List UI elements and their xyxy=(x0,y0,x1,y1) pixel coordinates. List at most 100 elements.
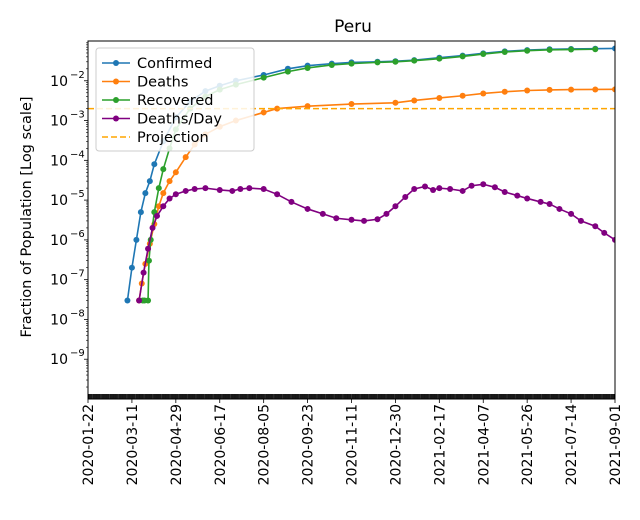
series-deaths-point xyxy=(155,203,162,210)
y-tick-exponent: −6 xyxy=(70,229,85,240)
series-deaths-day-point xyxy=(172,191,179,198)
series-recovered-point xyxy=(284,68,291,75)
series-deaths-day-point xyxy=(229,187,236,194)
series-recovered-point xyxy=(524,47,531,54)
x-tick-label: 2020-04-29 xyxy=(169,404,185,485)
series-deaths-point xyxy=(480,90,487,97)
x-axis-daily-ticks xyxy=(87,394,616,399)
series-recovered-line xyxy=(142,48,596,302)
series-recovered-point xyxy=(145,257,152,264)
series-recovered-point xyxy=(592,46,599,53)
x-tick-label: 2020-06-17 xyxy=(213,404,229,485)
series-deaths-point xyxy=(612,86,615,93)
x-tick-label: 2021-04-07 xyxy=(476,404,492,485)
series-deaths-day-point xyxy=(333,215,340,222)
y-tick-exponent: −5 xyxy=(70,189,85,200)
series-recovered-point xyxy=(304,64,311,71)
x-tick-label: 2021-05-26 xyxy=(520,404,536,485)
series-deaths-day-point xyxy=(260,186,267,193)
series-deaths-day-point xyxy=(274,191,281,198)
y-tick-label: 10 xyxy=(50,153,68,169)
legend-deaths-day-marker xyxy=(113,115,119,122)
y-tick-label: 10 xyxy=(50,233,68,249)
series-deaths-point xyxy=(304,103,311,110)
y-tick-label: 10 xyxy=(50,74,68,90)
series-deaths-day-point xyxy=(468,182,475,189)
series-deaths-point xyxy=(546,86,553,93)
series-deaths-day-point xyxy=(577,217,584,224)
series-deaths-day-point xyxy=(421,183,428,190)
y-tick-exponent: −8 xyxy=(70,308,85,319)
x-tick-label: 2020-03-11 xyxy=(125,404,141,485)
x-tick-label: 2021-02-17 xyxy=(432,404,448,485)
series-deaths-day-point xyxy=(288,198,295,205)
series-deaths-point xyxy=(436,94,443,101)
series-deaths-day-point xyxy=(246,185,253,192)
series-deaths-day-point xyxy=(592,223,599,230)
series-deaths-point xyxy=(260,109,267,116)
series-deaths-point xyxy=(459,92,466,99)
series-deaths-day-point xyxy=(348,216,355,223)
y-tick-exponent: −3 xyxy=(70,110,85,121)
series-deaths-day-point xyxy=(136,297,143,304)
legend-deaths-label: Deaths xyxy=(137,75,188,91)
legend-deaths-day-label: Deaths/Day xyxy=(137,112,222,128)
series-confirmed-point xyxy=(137,209,144,216)
legend-deaths-marker xyxy=(113,78,119,85)
series-recovered-point xyxy=(145,297,152,304)
series-deaths-day-point xyxy=(361,217,368,224)
chart-title: Peru xyxy=(334,17,372,37)
y-axis-label: Fraction of Population [Log scale] xyxy=(19,96,35,337)
series-deaths-point xyxy=(166,178,173,185)
x-tick-label: 2021-09-01 xyxy=(608,404,624,485)
series-deaths-point xyxy=(411,97,418,104)
series-recovered-point xyxy=(328,61,335,68)
series-deaths-point xyxy=(501,88,508,95)
series-deaths-day-point xyxy=(237,186,244,193)
series-deaths-day-point xyxy=(612,236,615,243)
x-tick-label: 2020-11-11 xyxy=(345,404,361,485)
y-tick-label: 10 xyxy=(50,273,68,289)
series-deaths-day-point xyxy=(182,187,189,194)
x-tick-label: 2020-12-30 xyxy=(388,404,404,485)
series-confirmed-point xyxy=(124,297,131,304)
series-deaths-day-point xyxy=(160,203,167,210)
series-deaths-day-point xyxy=(319,210,326,217)
series-deaths-day-line xyxy=(138,183,615,301)
series-deaths-day-point xyxy=(304,205,311,212)
series-deaths-day-point xyxy=(601,229,608,236)
series-deaths-day-point xyxy=(447,186,454,193)
series-deaths-day-point xyxy=(546,200,553,207)
series-confirmed-point xyxy=(612,45,615,52)
series-deaths-point xyxy=(568,86,575,93)
series-recovered-point xyxy=(501,48,508,55)
series-deaths-point xyxy=(172,169,179,176)
legend-projection-label: Projection xyxy=(137,130,209,146)
series-deaths-day-point xyxy=(524,195,531,202)
y-axis-ticks: 10−910−810−710−610−510−410−310−2 xyxy=(50,42,88,388)
series-deaths-day-point xyxy=(568,210,575,217)
series-deaths-day-point xyxy=(374,216,381,223)
series-deaths-day-point xyxy=(383,210,390,217)
series-deaths-day-point xyxy=(491,184,498,191)
series-confirmed-point xyxy=(133,236,140,243)
y-tick-exponent: −9 xyxy=(70,348,85,359)
series-recovered-point xyxy=(392,58,399,65)
series-deaths-day-point xyxy=(459,187,466,194)
series-deaths-day-point xyxy=(430,186,437,193)
series-deaths-point xyxy=(392,99,399,106)
x-tick-label: 2021-07-14 xyxy=(564,404,580,485)
series-deaths-day-point xyxy=(537,198,544,205)
series-deaths-day-point xyxy=(436,185,443,192)
series-deaths-day-point xyxy=(140,269,147,276)
series-deaths-day-point xyxy=(411,186,418,193)
series-confirmed-point xyxy=(128,264,135,271)
series-deaths-day-point xyxy=(216,186,223,193)
series-deaths-day-point xyxy=(514,192,521,199)
series-deaths-day-point xyxy=(392,203,399,210)
legend-confirmed-label: Confirmed xyxy=(137,56,212,72)
series-deaths-day-point xyxy=(149,224,156,231)
series-recovered-point xyxy=(155,185,162,192)
series-deaths-day-point xyxy=(556,205,563,212)
